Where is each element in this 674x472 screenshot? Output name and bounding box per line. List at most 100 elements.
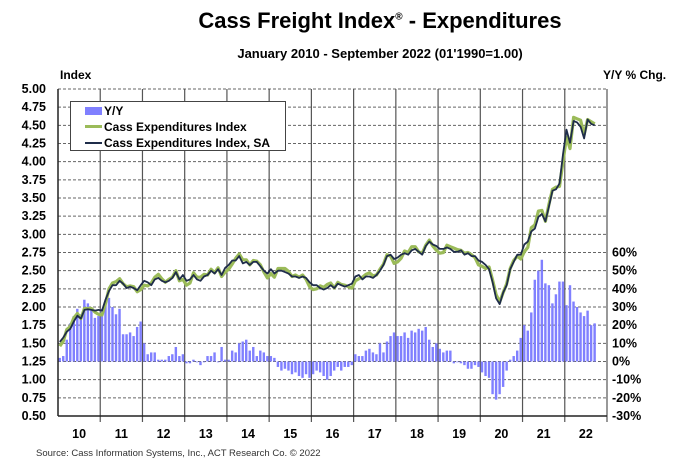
yy-bar — [540, 259, 544, 362]
yy-bar — [83, 299, 86, 362]
yy-bar — [554, 294, 558, 362]
yy-bar — [347, 361, 350, 367]
nsa-index-line — [58, 115, 596, 348]
yy-bar — [586, 310, 589, 362]
x-tick-label: 12 — [157, 427, 171, 441]
yy-bar — [245, 339, 248, 362]
yy-bar — [336, 361, 339, 367]
yy-bar — [452, 361, 456, 364]
yy-bar — [164, 359, 167, 362]
yy-bar — [269, 356, 273, 362]
yy-bar — [308, 361, 311, 378]
yy-bar — [223, 359, 227, 362]
yy-bar — [139, 321, 142, 362]
x-tick-label: 13 — [199, 427, 213, 441]
legend-label: Cass Expenditures Index, SA — [104, 135, 271, 150]
yy-bar — [178, 356, 181, 362]
yy-bar — [315, 361, 318, 371]
left-tick-label: 4.75 — [22, 100, 46, 114]
yy-bar — [100, 308, 104, 362]
legend-label: Cass Expenditures Index — [104, 119, 247, 134]
yy-bar — [93, 317, 97, 362]
yy-bar — [188, 361, 192, 364]
x-tick-label: 14 — [241, 427, 255, 441]
left-tick-label: 2.50 — [22, 264, 46, 278]
yy-bar — [322, 361, 325, 377]
right-axis-label: Y/Y % Chg. — [603, 68, 667, 82]
yy-bar — [561, 281, 565, 362]
legend-swatch — [85, 125, 102, 128]
yy-bar — [449, 350, 452, 362]
chart-subtitle: January 2010 - September 2022 (01'1990=1… — [237, 46, 523, 61]
yy-bar — [213, 352, 216, 362]
yy-bar — [466, 361, 470, 369]
yy-bar — [209, 356, 213, 362]
yy-bar — [396, 336, 399, 362]
x-tick-label: 16 — [326, 427, 340, 441]
yy-bar — [167, 356, 171, 362]
yy-bar — [498, 361, 501, 395]
yy-bar — [287, 361, 290, 371]
yy-bar — [487, 361, 491, 378]
left-tick-label: 3.50 — [22, 191, 46, 205]
yy-bar — [283, 361, 287, 369]
yy-bar — [406, 337, 410, 362]
x-tick-label: 10 — [72, 427, 86, 441]
source-note: Source: Cass Information Systems, Inc., … — [36, 448, 321, 459]
left-tick-label: 1.75 — [22, 318, 46, 332]
yy-bar — [572, 301, 575, 362]
yy-bar — [389, 336, 392, 362]
yy-bar — [431, 346, 434, 362]
yy-bar — [484, 361, 487, 377]
yy-bar — [157, 359, 160, 362]
yy-bar — [568, 285, 572, 362]
x-tick-label: 18 — [410, 427, 424, 441]
yy-bar — [199, 361, 202, 366]
yy-bar — [537, 270, 540, 362]
yy-bar — [202, 361, 206, 363]
legend: Y/Y Cass Expenditures Index Cass Expendi… — [70, 101, 286, 151]
yy-bar — [544, 283, 547, 362]
right-tick-label: 50% — [612, 264, 637, 278]
yy-bar — [241, 341, 244, 362]
yy-bar — [371, 352, 375, 362]
yy-bar — [114, 314, 118, 362]
yy-bar — [438, 348, 441, 362]
sa-index-line — [59, 118, 596, 343]
yy-bar — [508, 359, 512, 362]
yy-bar — [473, 361, 477, 366]
left-axis-label: Index — [60, 68, 92, 82]
yy-bar — [195, 361, 199, 363]
yy-bar — [477, 361, 480, 367]
yy-bar — [311, 361, 315, 375]
yy-bar — [276, 361, 280, 367]
yy-bar — [589, 325, 593, 362]
yy-bar — [333, 361, 336, 371]
yy-bar — [505, 361, 508, 371]
left-tick-label: 0.75 — [22, 391, 46, 405]
yy-bar — [90, 310, 93, 362]
yy-bar — [413, 332, 417, 362]
legend-item-sa: Cass Expenditures Index, SA — [85, 135, 270, 150]
yy-bar — [248, 350, 251, 362]
x-tick-label: 21 — [537, 427, 551, 441]
yy-bar — [428, 339, 431, 362]
yy-bar — [547, 285, 551, 362]
yy-bar — [65, 339, 68, 362]
yy-bar — [579, 312, 582, 362]
yy-bar — [252, 346, 255, 362]
yy-bar — [227, 359, 230, 362]
yy-bar — [266, 356, 269, 362]
legend-label: Y/Y — [104, 103, 124, 118]
right-tick-label: 10% — [612, 336, 637, 350]
yy-bar — [512, 356, 515, 362]
left-tick-label: 2.25 — [22, 282, 46, 296]
yy-bar — [181, 354, 185, 362]
yy-bar — [361, 356, 364, 362]
yy-bar — [435, 343, 438, 362]
yy-bar — [340, 361, 343, 371]
yy-bar — [565, 305, 568, 362]
yy-bar — [516, 350, 519, 362]
yy-bar — [192, 359, 195, 362]
